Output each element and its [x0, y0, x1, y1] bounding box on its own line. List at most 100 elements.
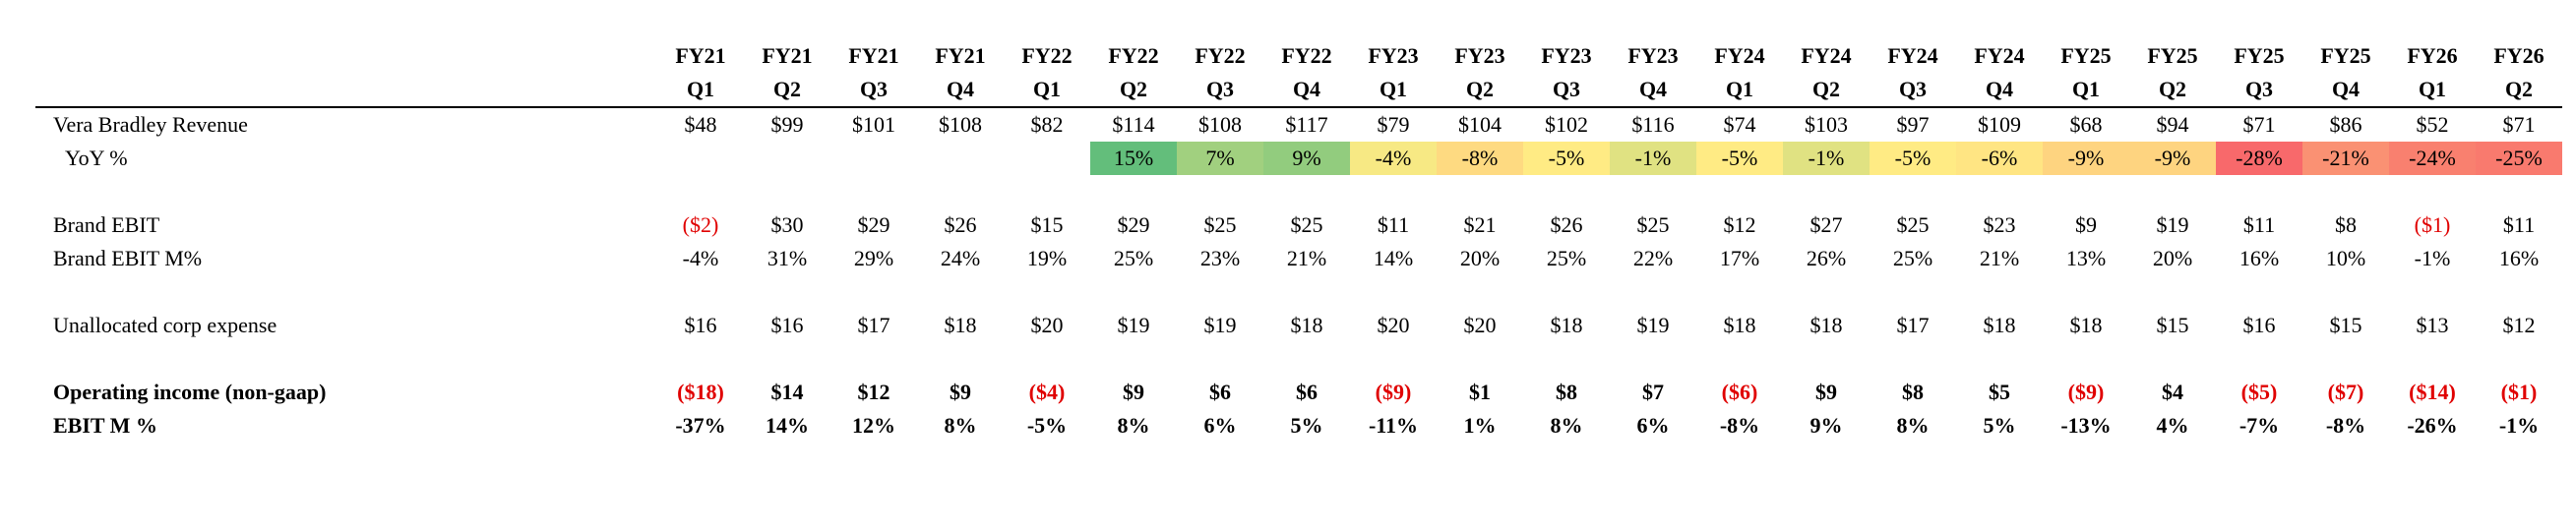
value-cell: $8 — [1556, 380, 1577, 404]
value-cell: 20% — [1459, 246, 1501, 270]
column-header-fiscal-year: FY25 — [2060, 43, 2112, 68]
value-cell: 21% — [1286, 246, 1327, 270]
value-cell: 24% — [940, 246, 981, 270]
value-cell: $82 — [1030, 112, 1064, 137]
value-cell: -8% — [2325, 413, 2366, 438]
column-header-quarter: Q1 — [2043, 73, 2129, 108]
column-header-quarter: Q4 — [917, 73, 1004, 108]
value-cell: $23 — [1983, 212, 2016, 237]
column-header-quarter: Q3 — [830, 73, 917, 108]
column-header-quarter: Q1 — [1696, 73, 1783, 108]
table-row: YoY % 15% 7% 9% -4% -8% -5% -1% -5% -1% -5% -6% -9% -… — [35, 142, 2562, 175]
value-cell: $15 — [2329, 313, 2362, 337]
value-cell: $20 — [1463, 313, 1497, 337]
table-row: Unallocated corp expense $16 $16 $17 $18 $20 $… — [35, 309, 2562, 342]
value-cell: -5% — [1026, 413, 1068, 438]
value-cell: $25 — [1896, 212, 1930, 237]
column-header-fiscal-year: FY22 — [1021, 43, 1073, 68]
value-cell: $29 — [857, 212, 890, 237]
table-row: Brand EBIT M% -4% 31% 29% 24% 19% 25% 23% 21% 14%… — [35, 242, 2562, 275]
value-cell: ($1) — [2500, 380, 2538, 404]
column-header-quarter: Q2 — [744, 73, 830, 108]
column-header-quarter: Q1 — [657, 73, 744, 108]
column-header-fiscal-year: FY25 — [2147, 43, 2198, 68]
value-cell: $71 — [2242, 112, 2276, 137]
value-cell: $101 — [852, 112, 895, 137]
value-cell: $21 — [1463, 212, 1497, 237]
column-header-quarter: Q1 — [1350, 73, 1437, 108]
value-cell: $19 — [1636, 313, 1670, 337]
value-cell: $17 — [857, 313, 890, 337]
value-cell: ($14) — [2409, 380, 2456, 404]
value-cell: $52 — [2416, 112, 2449, 137]
value-cell: 5% — [1983, 413, 2016, 438]
value-cell: -26% — [2407, 413, 2458, 438]
value-cell: 22% — [1632, 246, 1674, 270]
column-header-quarter: Q3 — [1177, 73, 1263, 108]
column-header-fiscal-year: FY21 — [675, 43, 726, 68]
value-cell: $18 — [1290, 313, 1323, 337]
value-cell: 25% — [1113, 246, 1154, 270]
financial-table: FY21 FY21 FY21 FY21 FY22 FY22 FY22 FY22 FY23 FY23… — [35, 39, 2562, 442]
value-cell: 26% — [1806, 246, 1847, 270]
value-cell: ($5) — [2240, 380, 2278, 404]
spacer-cell — [35, 275, 2562, 309]
column-header-quarter: Q4 — [2302, 73, 2389, 108]
heatmap-cell: -1% — [1783, 142, 1870, 175]
column-header-quarter: Q1 — [1004, 73, 1090, 108]
value-cell: $102 — [1545, 112, 1588, 137]
header-row-quarter: Q1 Q2 Q3 Q4 Q1 Q2 Q3 Q4 Q1 Q2 Q3 Q4 Q1 Q2 Q3 Q4 Q1 Q2 Q3 Q4… — [35, 73, 2562, 108]
value-cell: 14% — [766, 413, 809, 438]
spacer-row — [35, 275, 2562, 309]
value-cell: 8% — [1896, 413, 1930, 438]
column-header-fiscal-year: FY24 — [1801, 43, 1852, 68]
heatmap-cell: 9% — [1263, 142, 1350, 175]
header-row-fiscal-year: FY21 FY21 FY21 FY21 FY22 FY22 FY22 FY22 FY23 FY23… — [35, 39, 2562, 73]
value-cell: $7 — [1642, 380, 1664, 404]
value-cell: -8% — [1719, 413, 1760, 438]
value-cell: $16 — [684, 313, 717, 337]
column-header-fiscal-year: FY22 — [1195, 43, 1246, 68]
value-cell: 25% — [1892, 246, 1933, 270]
column-header-fiscal-year: FY24 — [1887, 43, 1938, 68]
column-header-quarter: Q4 — [1610, 73, 1696, 108]
spacer-cell — [35, 175, 2562, 208]
value-cell: $1 — [1469, 380, 1491, 404]
value-cell: $18 — [2069, 313, 2103, 337]
value-cell: 4% — [2156, 413, 2189, 438]
column-header-fiscal-year: FY24 — [1974, 43, 2025, 68]
value-cell: 13% — [2065, 246, 2107, 270]
row-label: Vera Bradley Revenue — [53, 112, 248, 137]
column-header-fiscal-year: FY25 — [2234, 43, 2285, 68]
heatmap-cell: -24% — [2389, 142, 2476, 175]
value-cell: $19 — [2156, 212, 2189, 237]
value-cell: ($18) — [677, 380, 724, 404]
heatmap-cell: 7% — [1177, 142, 1263, 175]
value-cell: 14% — [1373, 246, 1414, 270]
value-cell: -4% — [682, 246, 719, 270]
value-cell: 29% — [853, 246, 894, 270]
value-cell: $8 — [2335, 212, 2357, 237]
value-cell: $20 — [1377, 313, 1410, 337]
value-cell: $18 — [1983, 313, 2016, 337]
value-cell: $108 — [1198, 112, 1242, 137]
column-header-quarter: Q3 — [1523, 73, 1610, 108]
value-cell: $18 — [1809, 313, 1843, 337]
value-cell: $18 — [1550, 313, 1583, 337]
column-header-quarter: Q1 — [2389, 73, 2476, 108]
value-cell: ($1) — [2414, 212, 2451, 237]
header-corner — [35, 39, 657, 73]
column-header-quarter: Q3 — [2216, 73, 2302, 108]
value-cell: 6% — [1636, 413, 1670, 438]
value-cell: $9 — [2075, 212, 2097, 237]
value-cell: $19 — [1117, 313, 1150, 337]
value-cell: $15 — [1030, 212, 1064, 237]
value-cell: $9 — [950, 380, 971, 404]
value-cell: -1% — [2498, 413, 2540, 438]
value-cell: 10% — [2325, 246, 2366, 270]
value-cell: ($2) — [682, 212, 719, 237]
heatmap-cell: -6% — [1956, 142, 2043, 175]
value-cell: $97 — [1896, 112, 1930, 137]
value-cell: $48 — [684, 112, 717, 137]
column-header-quarter: Q2 — [1090, 73, 1177, 108]
